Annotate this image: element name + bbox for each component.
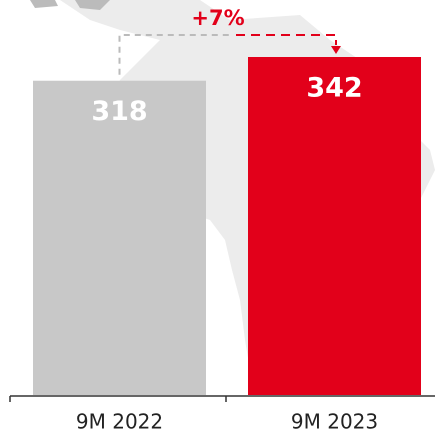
value-label: 318 <box>91 96 147 127</box>
connector-red <box>236 34 337 45</box>
connector-gray <box>118 34 230 75</box>
annotation: +7% <box>191 6 244 30</box>
x-tick-label: 9M 2022 <box>76 410 163 433</box>
bar <box>248 57 421 395</box>
x-tick-label: 9M 2023 <box>291 410 378 433</box>
map-fragment <box>30 0 110 10</box>
connector-arrow <box>331 46 341 54</box>
value-label: 342 <box>306 73 362 104</box>
bar <box>33 80 206 395</box>
